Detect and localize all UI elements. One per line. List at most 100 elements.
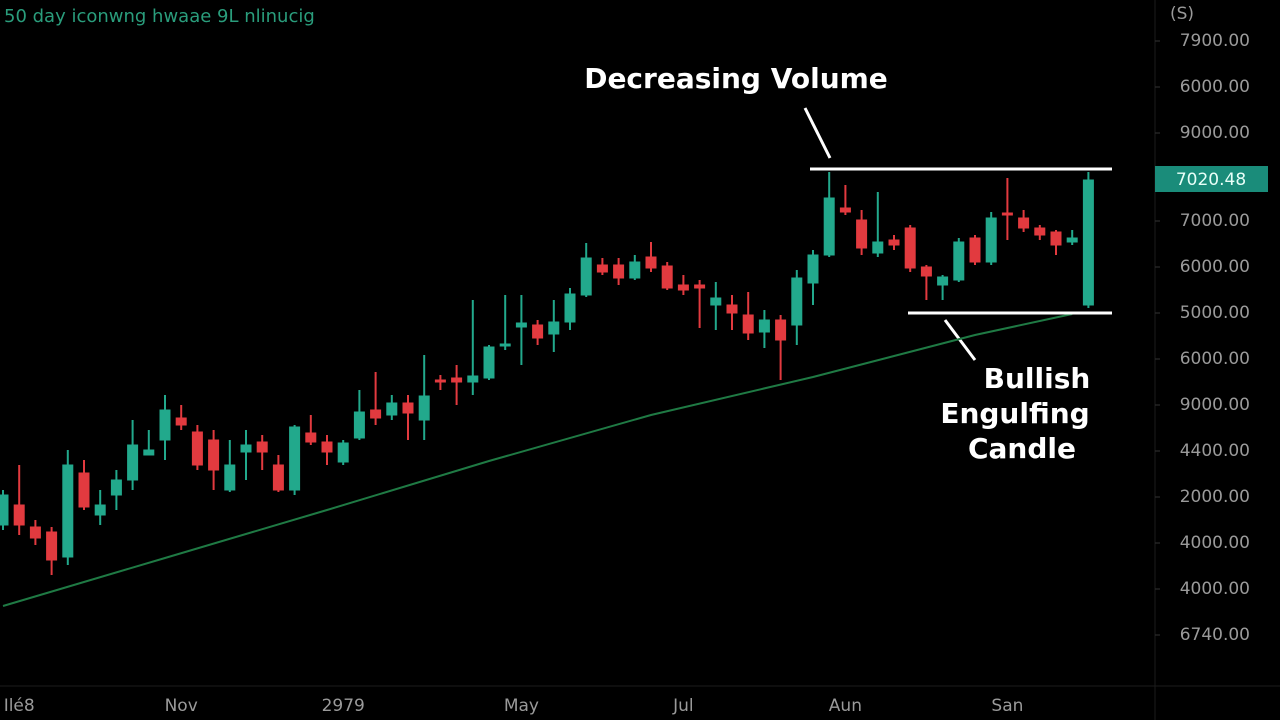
candle-body	[499, 343, 511, 347]
annotation: Candle	[968, 432, 1076, 465]
y-tick-label: 2000.00	[1180, 487, 1250, 507]
candle-body	[515, 322, 527, 328]
chart-title: 50 day iconwng hwaae 9L nlinucig	[4, 6, 315, 27]
y-tick-label: 9000.00	[1180, 395, 1250, 415]
candle-body	[904, 227, 916, 269]
candle-body	[694, 284, 706, 289]
candle-body	[1018, 217, 1030, 229]
candle-body	[677, 284, 689, 291]
candle-body	[580, 257, 592, 296]
candle-body	[872, 241, 884, 254]
x-tick-label: May	[504, 696, 539, 716]
candle-body	[1066, 237, 1078, 243]
candle-body	[969, 237, 981, 263]
candle-body	[629, 261, 641, 279]
y-tick-label: 6740.00	[1180, 625, 1250, 645]
candle-body	[791, 277, 803, 326]
candle-body	[240, 444, 252, 453]
y-tick-label: 4000.00	[1180, 579, 1250, 599]
candle-body	[661, 265, 673, 289]
candle-body	[370, 409, 382, 419]
candle-body	[775, 319, 787, 341]
candle-body	[353, 411, 365, 439]
candle-body	[758, 319, 770, 333]
candle-body	[483, 346, 495, 379]
candle-body	[159, 409, 171, 441]
candle-body	[191, 431, 203, 466]
annotation: Engulfing	[940, 397, 1089, 430]
candle-body	[839, 207, 851, 213]
candle-body	[305, 432, 317, 443]
candle-body	[418, 395, 430, 421]
y-tick-label: 4400.00	[1180, 441, 1250, 461]
candle-body	[1050, 231, 1062, 246]
candle-body	[1001, 212, 1013, 216]
candle-body	[13, 504, 25, 526]
x-tick-label: Nov	[165, 696, 198, 716]
price-tag-box	[1155, 166, 1268, 192]
candle-body	[467, 375, 479, 383]
candle-body	[920, 266, 932, 277]
candle-body	[46, 531, 58, 561]
candle-body	[386, 402, 398, 416]
candle-body	[742, 314, 754, 334]
annotation: Bullish	[984, 362, 1091, 395]
y-tick-label: 6000.00	[1180, 349, 1250, 369]
x-tick-label: Jul	[672, 696, 694, 716]
price-tag: 7020.48	[1176, 170, 1246, 190]
x-tick-label: Aun	[829, 696, 862, 716]
candle-body	[62, 464, 74, 558]
candle-body	[451, 377, 463, 383]
candle-body	[1034, 227, 1046, 236]
candle-body	[175, 417, 187, 426]
candle-body	[710, 297, 722, 306]
y-tick-label: 4000.00	[1180, 533, 1250, 553]
candle-body	[402, 402, 414, 414]
candle-body	[807, 254, 819, 284]
candle-body	[272, 464, 284, 491]
candle-body	[0, 494, 9, 526]
candle-body	[289, 426, 301, 491]
candle-body	[1082, 179, 1094, 306]
candle-body	[256, 441, 268, 453]
candle-body	[29, 526, 41, 539]
x-tick-label: Ilé8	[4, 696, 35, 716]
candle-body	[143, 449, 155, 456]
y-tick-label: 5000.00	[1180, 303, 1250, 323]
candle-body	[823, 197, 835, 256]
candle-body	[94, 504, 106, 516]
x-tick-label: 2979	[322, 696, 365, 716]
candle-body	[208, 439, 220, 471]
candle-body	[937, 276, 949, 286]
x-tick-label: San	[991, 696, 1023, 716]
candle-body	[548, 321, 560, 335]
candle-body	[532, 324, 544, 339]
candle-body	[596, 264, 608, 273]
candle-body	[856, 219, 868, 249]
y-axis-title: (S)	[1170, 4, 1194, 24]
y-tick-label: 9000.00	[1180, 123, 1250, 143]
candle-body	[127, 444, 139, 481]
candle-body	[78, 472, 90, 508]
candle-body	[321, 441, 333, 453]
moving-average	[2, 313, 1073, 607]
y-tick-label: 7900.00	[1180, 31, 1250, 51]
candle-body	[888, 239, 900, 246]
y-tick-label: 6000.00	[1180, 257, 1250, 277]
y-tick-label: 7000.00	[1180, 211, 1250, 231]
annotation: Decreasing Volume	[584, 62, 888, 95]
candle-body	[564, 293, 576, 323]
candle-body	[224, 464, 236, 491]
candle-body	[613, 264, 625, 279]
candle-body	[645, 256, 657, 269]
annotation-pointer	[803, 107, 832, 159]
candle-body	[726, 304, 738, 314]
candle-body	[434, 379, 446, 383]
annotation-pointer	[943, 319, 977, 361]
y-tick-label: 6000.00	[1180, 77, 1250, 97]
candle-body	[985, 217, 997, 263]
candle-body	[337, 442, 349, 463]
candle-body	[953, 241, 965, 281]
